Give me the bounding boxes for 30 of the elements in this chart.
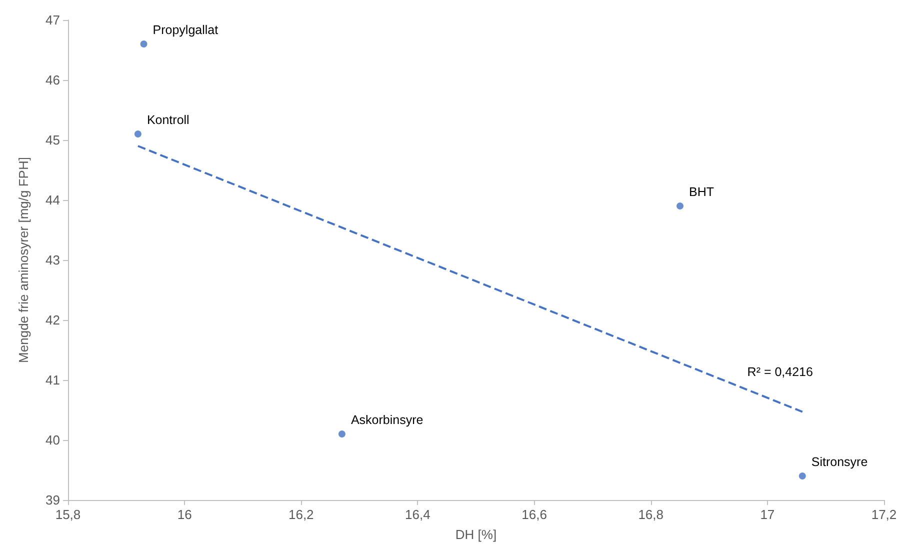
y-tick-label: 43 <box>46 252 60 268</box>
annotation: BHT <box>689 185 714 199</box>
annotation: Askorbinsyre <box>350 413 424 427</box>
y-tick-label: 42 <box>46 312 60 328</box>
y-tick-label: 40 <box>46 432 60 448</box>
x-tick-label: 16,4 <box>405 507 430 522</box>
annotation: Propylgallat <box>152 23 219 37</box>
annotation: Kontroll <box>146 113 190 127</box>
point <box>134 130 142 138</box>
point <box>798 472 806 480</box>
x-tick-label: 17 <box>760 507 775 522</box>
annotation: R² = 0,4216 <box>747 365 813 379</box>
x-tick-label: 17,2 <box>871 507 897 522</box>
point <box>338 430 346 438</box>
annotation: Sitronsyre <box>811 455 868 469</box>
x-axis-title: DH [%] <box>455 527 497 542</box>
y-tick-label: 46 <box>46 72 60 88</box>
y-tick-label: 44 <box>46 192 60 208</box>
x-tick-label: 16,2 <box>288 507 314 522</box>
y-tick-label: 39 <box>46 492 60 508</box>
x-tick-label: 16,8 <box>638 507 664 522</box>
y-axis-title: Mengde frie aminosyrer [mg/g FPH] <box>16 157 31 363</box>
x-tick-label: 15,8 <box>55 507 81 522</box>
x-tick-label: 16 <box>177 507 192 522</box>
point <box>140 40 148 48</box>
y-tick-label: 41 <box>46 372 60 388</box>
y-tick-label: 47 <box>46 12 60 28</box>
x-tick-label: 16,6 <box>522 507 547 522</box>
point <box>676 202 684 210</box>
y-tick-label: 45 <box>46 132 60 148</box>
